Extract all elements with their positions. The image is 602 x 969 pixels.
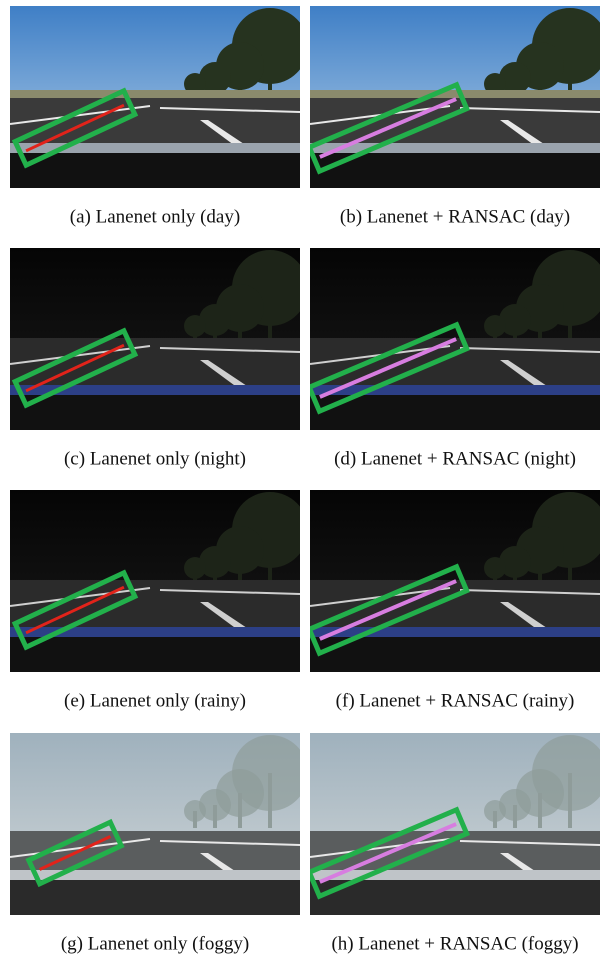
trunk xyxy=(568,773,572,828)
car-hood xyxy=(310,627,600,637)
car-hood xyxy=(310,385,600,395)
dashboard xyxy=(10,880,300,915)
dashboard xyxy=(10,153,300,188)
caption: (h) Lanenet + RANSAC (foggy) xyxy=(331,933,578,954)
dashboard xyxy=(10,395,300,430)
dashboard xyxy=(10,637,300,672)
scene xyxy=(10,6,308,188)
horizon xyxy=(10,90,300,98)
trunk xyxy=(268,288,272,343)
caption: (c) Lanenet only (night) xyxy=(64,448,246,469)
caption: (e) Lanenet only (rainy) xyxy=(64,690,246,711)
scene xyxy=(10,733,308,915)
image-panel xyxy=(10,733,308,915)
horizon xyxy=(310,90,600,98)
trunk xyxy=(238,793,242,828)
trunk xyxy=(268,773,272,828)
caption: (g) Lanenet only (foggy) xyxy=(61,933,249,954)
trunk xyxy=(568,288,572,343)
image-panel xyxy=(309,6,602,188)
scene xyxy=(309,6,602,188)
scene xyxy=(309,733,602,915)
caption: (a) Lanenet only (day) xyxy=(70,206,240,227)
figure: (a) Lanenet only (day) (b) Lanenet + RANS… xyxy=(0,0,602,964)
image-panel xyxy=(10,6,308,188)
image-panel xyxy=(10,490,308,672)
trunk xyxy=(238,308,242,343)
trunk xyxy=(538,308,542,343)
trunk xyxy=(213,805,217,828)
image-panel xyxy=(10,248,308,430)
scene xyxy=(10,248,308,430)
image-panel xyxy=(309,490,602,672)
caption: (d) Lanenet + RANSAC (night) xyxy=(334,448,576,469)
image-panel xyxy=(309,248,602,430)
trunk xyxy=(513,805,517,828)
caption: (b) Lanenet + RANSAC (day) xyxy=(340,206,570,227)
trunk xyxy=(193,811,197,828)
dashboard xyxy=(310,637,600,672)
dashboard xyxy=(310,880,600,915)
caption: (f) Lanenet + RANSAC (rainy) xyxy=(336,690,575,711)
scene xyxy=(309,248,602,430)
scene xyxy=(309,490,602,672)
trunk xyxy=(493,811,497,828)
trunk xyxy=(568,530,572,585)
scene xyxy=(10,490,308,672)
trunk xyxy=(238,550,242,585)
trunk xyxy=(268,530,272,585)
image-panel xyxy=(309,733,602,915)
trunk xyxy=(538,793,542,828)
dashboard xyxy=(310,395,600,430)
car-hood xyxy=(310,870,600,880)
trunk xyxy=(538,550,542,585)
